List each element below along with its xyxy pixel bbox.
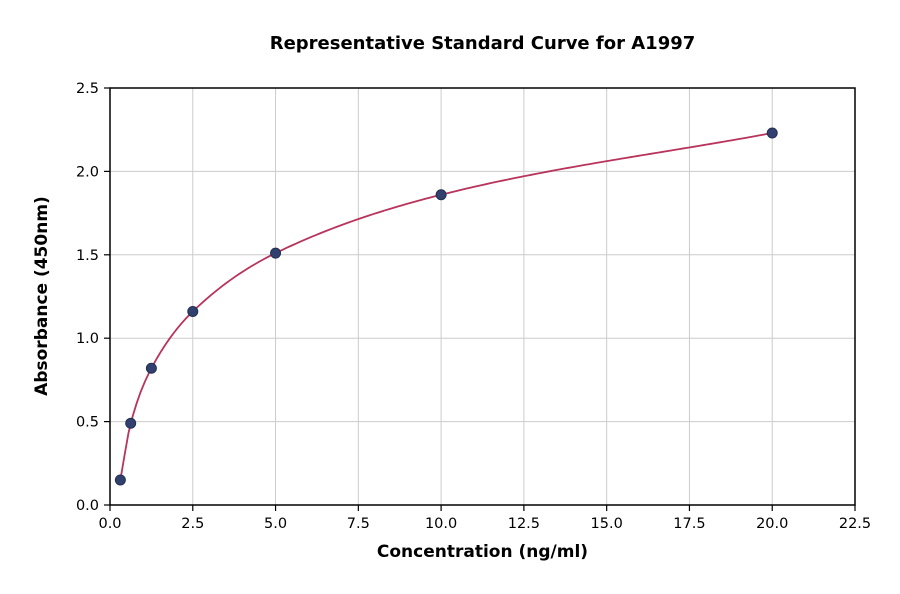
x-tick-label: 15.0 — [591, 516, 623, 532]
data-point — [766, 127, 778, 139]
x-tick-label: 2.5 — [181, 516, 204, 532]
x-tick-label: 22.5 — [839, 516, 871, 532]
x-tick-label: 7.5 — [347, 516, 370, 532]
x-tick-label: 5.0 — [264, 516, 287, 532]
x-tick-label: 12.5 — [508, 516, 540, 532]
standard-curve-line — [119, 132, 773, 481]
x-tick-label: 0.0 — [98, 516, 121, 532]
data-point — [125, 417, 137, 429]
y-tick-label: 1.5 — [76, 248, 99, 264]
x-tick-label: 20.0 — [756, 516, 788, 532]
y-tick-label: 2.0 — [76, 164, 99, 180]
x-tick-label: 17.5 — [673, 516, 705, 532]
data-point — [114, 474, 126, 486]
data-point — [145, 362, 157, 374]
y-tick-label: 0.5 — [76, 415, 99, 431]
plot-border — [109, 87, 856, 506]
chart-title: Representative Standard Curve for A1997 — [269, 33, 696, 54]
y-tick-label: 1.0 — [76, 331, 99, 347]
data-point — [435, 189, 447, 201]
y-tick-label: 0.0 — [76, 498, 99, 514]
data-point — [187, 306, 199, 318]
x-axis-label: Concentration (ng/ml) — [376, 542, 589, 562]
y-tick-label: 2.5 — [76, 81, 99, 97]
data-point — [270, 247, 282, 259]
x-tick-label: 10.0 — [425, 516, 457, 532]
